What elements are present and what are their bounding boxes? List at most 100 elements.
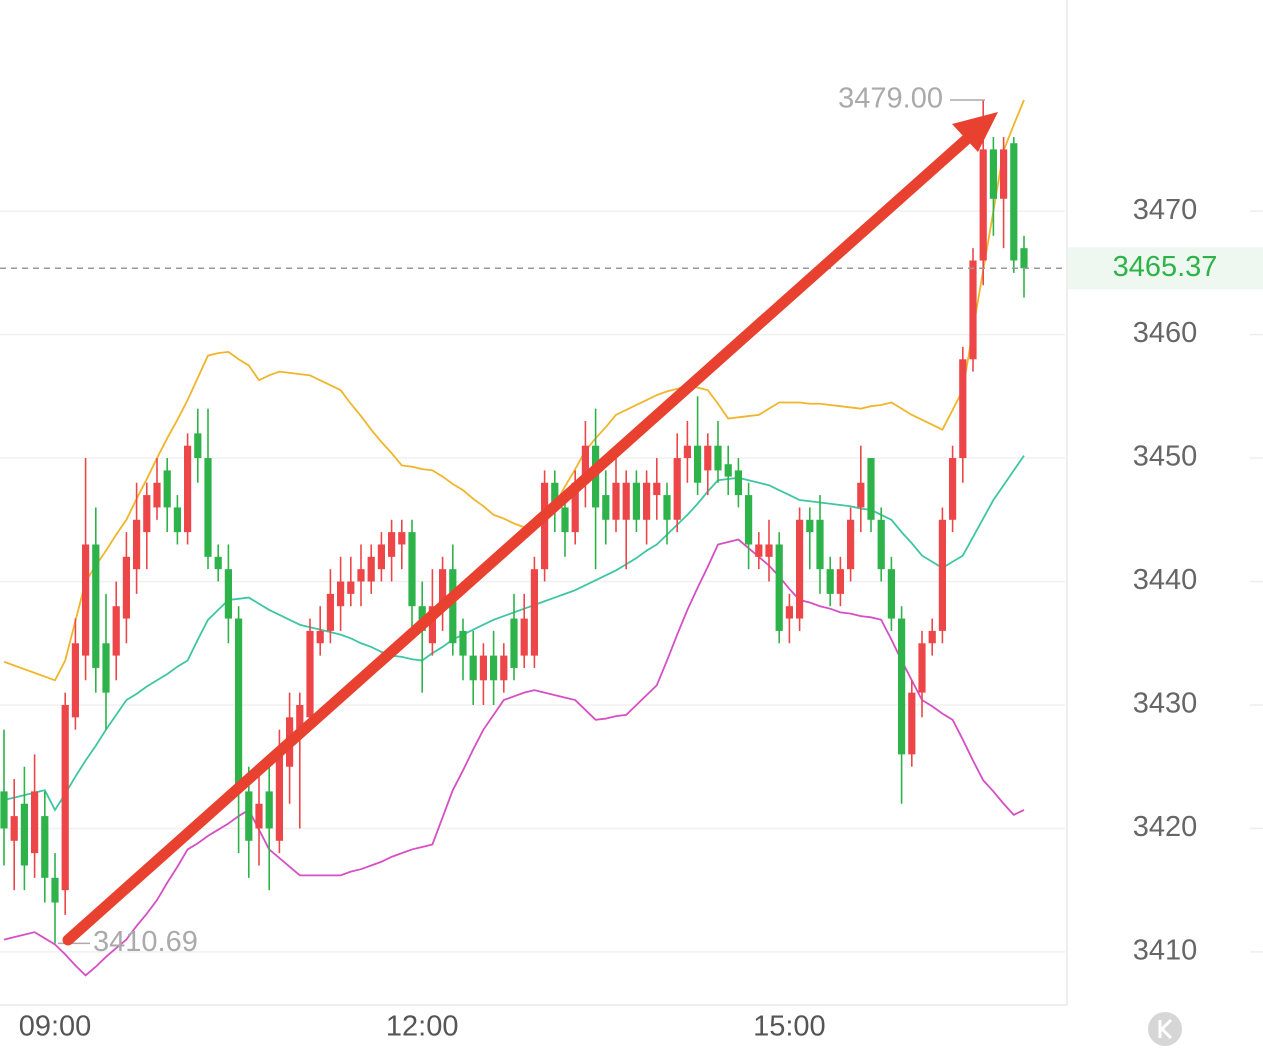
arrow-head xyxy=(952,112,998,152)
low-label: 3410.69 xyxy=(93,926,198,958)
candle-body xyxy=(653,482,661,496)
candle-body xyxy=(469,655,477,681)
candle-body xyxy=(479,655,487,681)
candle-body xyxy=(388,532,396,557)
candle-body xyxy=(459,630,467,656)
candle-body xyxy=(622,482,630,520)
candle-body xyxy=(122,556,130,619)
candle-body xyxy=(367,556,375,582)
candle-body xyxy=(204,458,212,557)
candle-body xyxy=(245,791,253,841)
band-line xyxy=(3,99,1025,682)
candle-body xyxy=(153,482,161,508)
y-tick-label: 3450 xyxy=(1133,441,1198,473)
candle-body xyxy=(918,643,926,693)
candle-body xyxy=(541,482,549,570)
candle-body xyxy=(133,519,141,570)
candle-body xyxy=(112,606,120,656)
candle-body xyxy=(663,495,671,520)
kline-button-bg[interactable] xyxy=(1148,1012,1182,1046)
candle-body xyxy=(41,816,49,878)
candle-body xyxy=(704,445,712,471)
candle-body xyxy=(724,464,732,477)
candle-body xyxy=(337,581,345,607)
x-tick-label: 15:00 xyxy=(753,1011,826,1043)
kline-button[interactable] xyxy=(1148,1012,1182,1046)
candle-body xyxy=(102,643,110,693)
candle-body xyxy=(836,569,844,594)
candle-body xyxy=(806,519,814,533)
candle-body xyxy=(377,544,385,570)
candle-body xyxy=(357,569,365,582)
candle-body xyxy=(673,458,681,520)
candle-body xyxy=(602,495,610,520)
candle-body xyxy=(969,260,977,360)
y-tick-label: 3460 xyxy=(1133,317,1198,349)
candle-body xyxy=(428,606,436,644)
candle-body xyxy=(326,593,334,631)
candle-body xyxy=(826,569,834,594)
candle-body xyxy=(949,458,957,520)
candle-body xyxy=(296,704,304,730)
candle-body xyxy=(1010,143,1018,261)
candle-body xyxy=(184,445,192,533)
candle-body xyxy=(398,532,406,545)
candle-body xyxy=(643,482,651,520)
y-tick-label: 3410 xyxy=(1133,935,1198,967)
y-tick-label: 3430 xyxy=(1133,688,1198,720)
x-tick-label: 09:00 xyxy=(19,1011,92,1043)
arrow-shaft xyxy=(62,132,974,946)
candle-body xyxy=(490,655,498,681)
candle-body xyxy=(71,643,79,718)
candle-body xyxy=(847,519,855,570)
candle-body xyxy=(10,816,18,841)
candle-body xyxy=(275,754,283,841)
candle-body xyxy=(734,470,742,496)
candle-body xyxy=(500,655,508,681)
trend-arrow xyxy=(62,112,998,946)
candle-body xyxy=(1000,149,1008,199)
candle-body xyxy=(785,606,793,619)
candle-body xyxy=(928,630,936,644)
candle-body xyxy=(92,544,100,668)
candle-body xyxy=(857,482,865,508)
candle-body xyxy=(683,445,691,459)
candle-body xyxy=(959,359,967,459)
x-tick-label: 12:00 xyxy=(386,1011,459,1043)
candle-body xyxy=(755,544,763,557)
candle-body xyxy=(877,519,885,570)
candle-body xyxy=(82,544,90,656)
candle-body xyxy=(908,692,916,755)
candle-body xyxy=(694,445,702,483)
grid xyxy=(0,210,1263,953)
candle-body xyxy=(612,482,620,520)
last-price-bg xyxy=(1068,247,1263,290)
kline-button-icon[interactable] xyxy=(1158,1018,1173,1040)
candle-body xyxy=(551,482,559,508)
candle-body xyxy=(796,519,804,619)
candle-body xyxy=(938,519,946,631)
candle-body xyxy=(561,507,569,533)
candle-body xyxy=(510,618,518,668)
candle-body xyxy=(347,581,355,594)
candle-body xyxy=(439,569,447,607)
candle-body xyxy=(255,803,263,829)
candle-body xyxy=(867,458,875,520)
candle-body xyxy=(887,569,895,619)
candle-body xyxy=(0,791,8,829)
candle-body xyxy=(163,470,171,508)
y-tick-label: 3420 xyxy=(1133,811,1198,843)
candle-body xyxy=(530,569,538,656)
candle-body xyxy=(745,495,753,545)
band-line xyxy=(3,538,1025,977)
candle-body xyxy=(51,877,59,903)
candle-body xyxy=(61,704,69,891)
candle-body xyxy=(581,445,589,483)
candle-body xyxy=(224,569,232,619)
candle-body xyxy=(520,618,528,656)
candle-body xyxy=(194,433,202,459)
candle-body xyxy=(316,630,324,644)
candle-body xyxy=(775,544,783,631)
candle-body xyxy=(408,532,416,607)
